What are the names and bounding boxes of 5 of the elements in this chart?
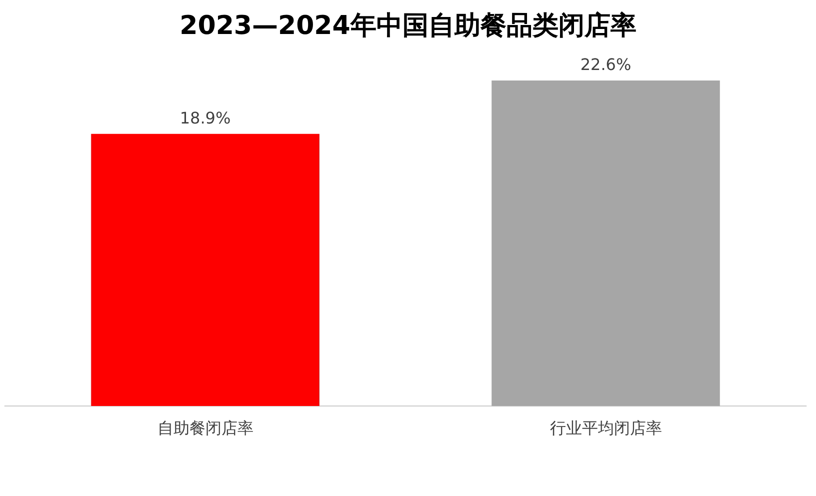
data-label: 22.6% — [580, 55, 632, 74]
x-tick-label: 自助餐闭店率 — [157, 418, 254, 438]
x-tick-label: 行业平均闭店率 — [550, 418, 662, 438]
chart-title: 2023—2024年中国自助餐品类闭店率 — [180, 11, 636, 41]
data-label: 18.9% — [180, 108, 231, 128]
